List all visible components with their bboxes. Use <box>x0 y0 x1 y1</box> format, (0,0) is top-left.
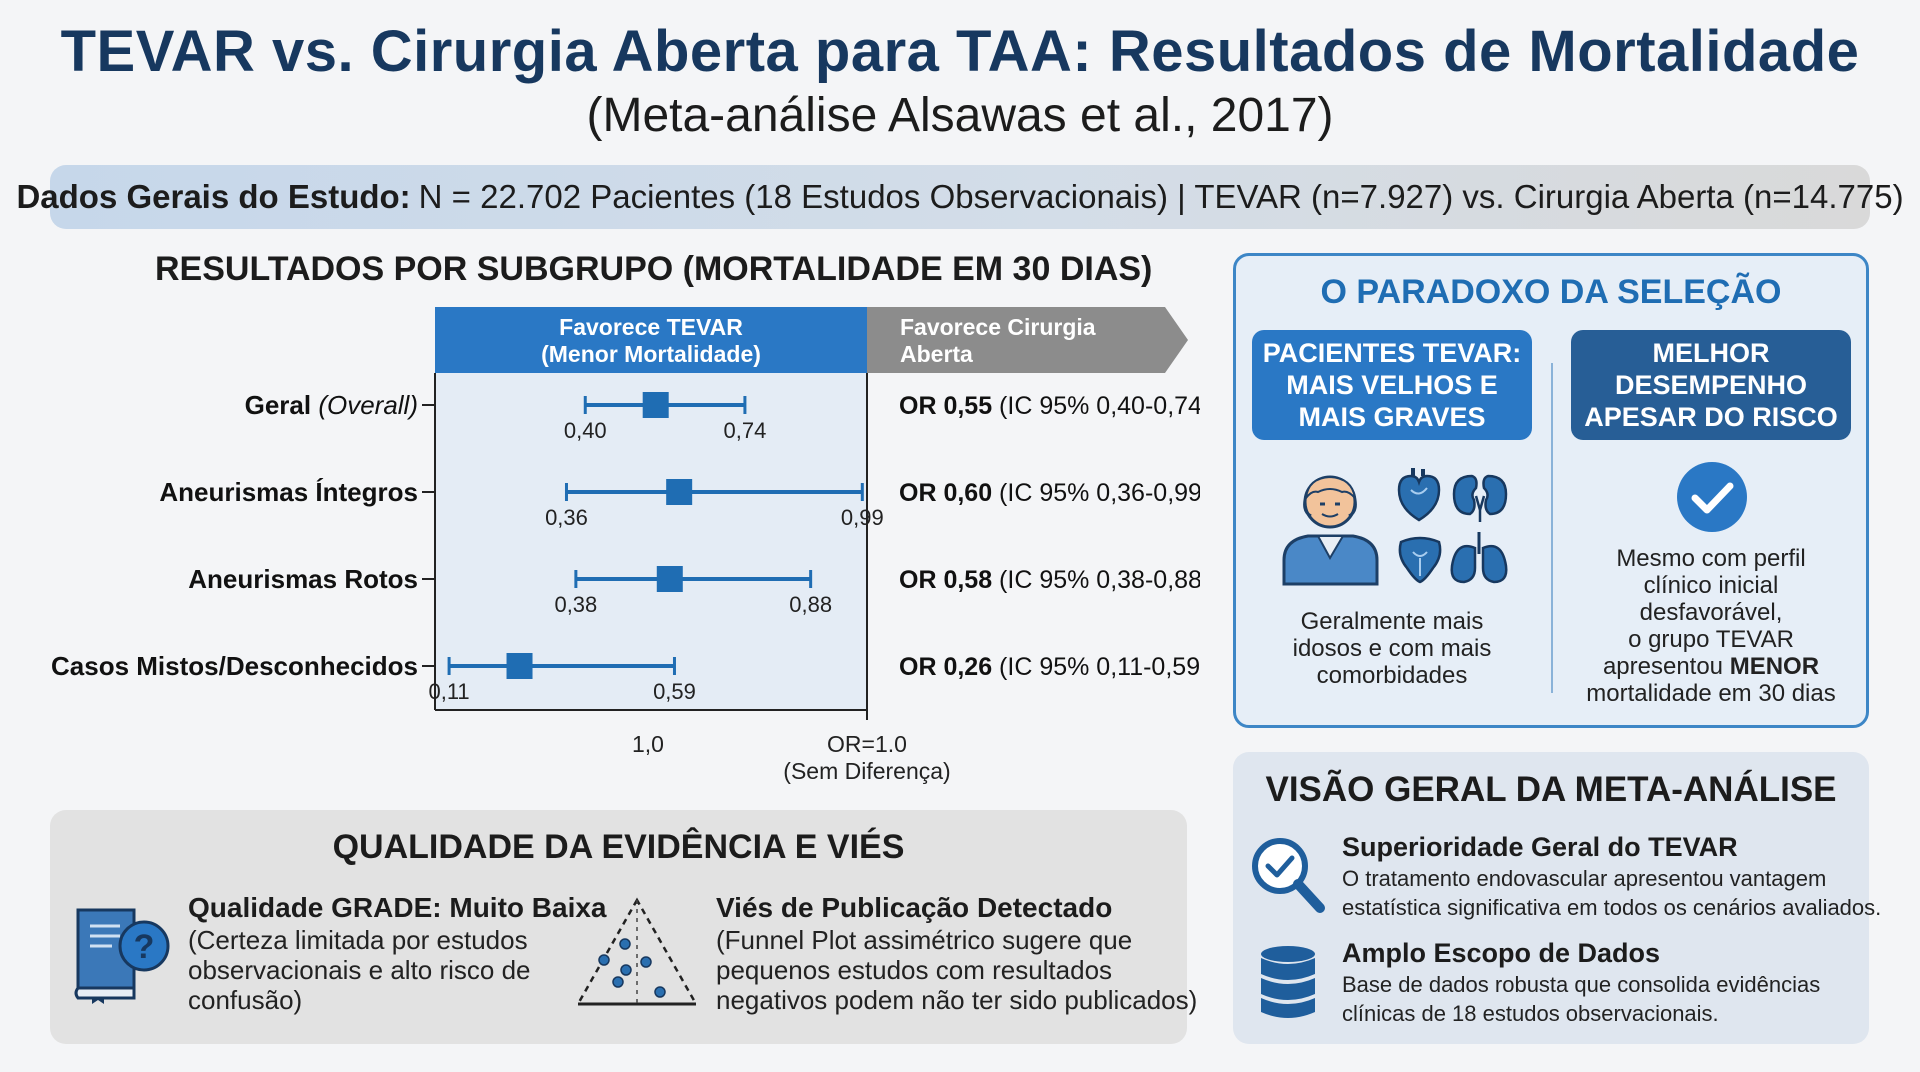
funnel-plot-icon <box>575 897 699 1006</box>
text-line: O tratamento endovascular apresentou van… <box>1342 866 1827 891</box>
text-line: comorbidades <box>1316 662 1468 689</box>
forest-plot-title: RESULTADOS POR SUBGRUPO (MORTALIDADE EM … <box>155 250 1153 288</box>
magnifier-check-icon <box>1252 838 1325 913</box>
pill-line: MELHOR <box>1652 338 1770 368</box>
overview-item-heading: Amplo Escopo de Dados <box>1342 938 1661 968</box>
text-line: idosos e com mais <box>1292 635 1492 662</box>
text-line: clínico inicial <box>1643 572 1779 599</box>
pill-line: MAIS GRAVES <box>1298 402 1486 432</box>
text-line: apresentou MENOR <box>1602 653 1820 680</box>
favors-surgery-header <box>867 307 1188 373</box>
quality-item-text: (Funnel Plot assimétrico sugere que pequ… <box>716 925 1197 1015</box>
elderly-patient-icon <box>1282 475 1379 586</box>
row-label: Geral (Overall) <box>245 390 418 420</box>
book-question-icon: ? <box>74 908 170 1004</box>
point-estimate <box>656 566 683 592</box>
ci-low-label: 0,11 <box>428 679 469 704</box>
row-label: Aneurismas Íntegros <box>159 477 418 507</box>
ci-low-label: 0,38 <box>554 592 597 617</box>
forest-plot: Favorece TEVAR(Menor Mortalidade) Favorec… <box>51 307 1200 784</box>
text-line: desfavorável, <box>1639 599 1783 626</box>
pill-line: DESEMPENHO <box>1614 370 1808 400</box>
text-line: estatística significativa em todos os ce… <box>1342 895 1882 920</box>
paradox-divider <box>1551 363 1553 693</box>
text-line: mortalidade em 30 dias <box>1586 680 1836 707</box>
database-icon <box>1261 946 1315 1018</box>
text-line: negativos podem não ter sido publicados) <box>716 985 1198 1015</box>
better-performance-pill: MELHOR DESEMPENHO APESAR DO RISCO <box>1571 330 1851 440</box>
header-left-line: Favorece TEVAR <box>559 314 743 340</box>
ci-high-label: 0,59 <box>653 679 696 704</box>
quality-item-heading: Viés de Publicação Detectado <box>716 892 1113 923</box>
check-icon <box>1677 462 1747 532</box>
pill-line: PACIENTES TEVAR: <box>1262 338 1522 368</box>
meta-analysis-overview-panel <box>1233 752 1869 1044</box>
point-estimate <box>642 392 669 418</box>
pill-line: APESAR DO RISCO <box>1584 402 1838 432</box>
study-summary-banner: Dados Gerais do Estudo: N = 22.702 Pacie… <box>16 165 1904 229</box>
heart-icon <box>1397 468 1441 522</box>
overview-item-text: O tratamento endovascular apresentou van… <box>1342 864 1881 922</box>
text-line: o grupo TEVAR <box>1628 626 1794 653</box>
quality-item-heading: Qualidade GRADE: Muito Baixa <box>188 892 607 923</box>
ci-high-label: 0,88 <box>789 592 832 617</box>
kidneys-icon <box>1452 474 1508 522</box>
text-line: confusão) <box>188 985 303 1015</box>
overview-title: VISÃO GERAL DA META-ANÁLISE <box>1265 770 1837 809</box>
pill-line: MAIS VELHOS E <box>1286 370 1498 400</box>
page-title: TEVAR vs. Cirurgia Aberta para TAA: Resu… <box>60 19 1860 84</box>
paradox-title: O PARADOXO DA SELEÇÃO <box>1320 273 1782 311</box>
lungs-icon <box>1450 532 1508 584</box>
overview-item-text: Base de dados robusta que consolida evid… <box>1342 970 1820 1028</box>
favors-tevar-header <box>435 307 867 373</box>
ci-low-label: 0,40 <box>564 418 607 443</box>
text-line: Mesmo com perfil <box>1616 545 1806 572</box>
point-estimate <box>666 479 693 505</box>
row-label: Casos Mistos/Desconhecidos <box>51 651 418 681</box>
quality-title: QUALIDADE DA EVIDÊNCIA E VIÉS <box>332 828 905 866</box>
emphasis-text: MENOR <box>1729 653 1820 680</box>
ci-low-label: 0,36 <box>545 505 588 530</box>
banner-label: Dados Gerais do Estudo: <box>16 178 411 215</box>
text-line: Base de dados robusta que consolida evid… <box>1342 972 1821 997</box>
svg-text:?: ? <box>134 928 155 966</box>
plot-area <box>435 373 867 710</box>
better-performance-description: Mesmo com perfil clínico inicial desfavo… <box>1566 545 1856 707</box>
text-line: clínicas de 18 estudos observacionais. <box>1342 1001 1719 1026</box>
ci-high-label: 0,74 <box>723 418 766 443</box>
quality-item-text: (Certeza limitada por estudos observacio… <box>188 925 531 1015</box>
reference-label: OR=1.0 <box>827 731 907 757</box>
text-line: (Funnel Plot assimétrico sugere que <box>716 925 1133 955</box>
header-right-line: Favorece Cirurgia <box>900 314 1096 340</box>
overview-item-heading: Superioridade Geral do TEVAR <box>1342 832 1738 862</box>
text-line: observacionais e alto risco de <box>188 955 531 985</box>
row-label: Aneurismas Rotos <box>188 564 418 594</box>
tevar-patients-description: Geralmente mais idosos e com mais comorb… <box>1252 608 1532 689</box>
header-left-line: (Menor Mortalidade) <box>541 341 761 367</box>
or-value-label: OR 0,55 (IC 95% 0,40-0,74) <box>899 392 1200 420</box>
liver-icon <box>1398 536 1442 584</box>
text-line: (Certeza limitada por estudos <box>188 925 528 955</box>
reference-label: (Sem Diferença) <box>783 758 950 784</box>
banner-text: N = 22.702 Pacientes (18 Estudos Observa… <box>418 178 1904 215</box>
ci-high-label: 0,99 <box>841 505 884 530</box>
header-right-line: Aberta <box>900 341 973 367</box>
text-line: Geralmente mais <box>1300 608 1484 635</box>
or-value-label: OR 0,60 (IC 95% 0,36-0,99) <box>899 479 1200 507</box>
tevar-patients-pill: PACIENTES TEVAR: MAIS VELHOS E MAIS GRAV… <box>1252 330 1532 440</box>
x-tick-label: 1,0 <box>632 731 664 757</box>
point-estimate <box>506 653 533 679</box>
or-value-label: OR 0,58 (IC 95% 0,38-0,88) <box>899 566 1200 594</box>
text-line: pequenos estudos com resultados <box>716 955 1113 985</box>
page-subtitle: (Meta-análise Alsawas et al., 2017) <box>586 89 1334 142</box>
or-value-label: OR 0,26 (IC 95% 0,11-0,59) <box>899 653 1200 681</box>
